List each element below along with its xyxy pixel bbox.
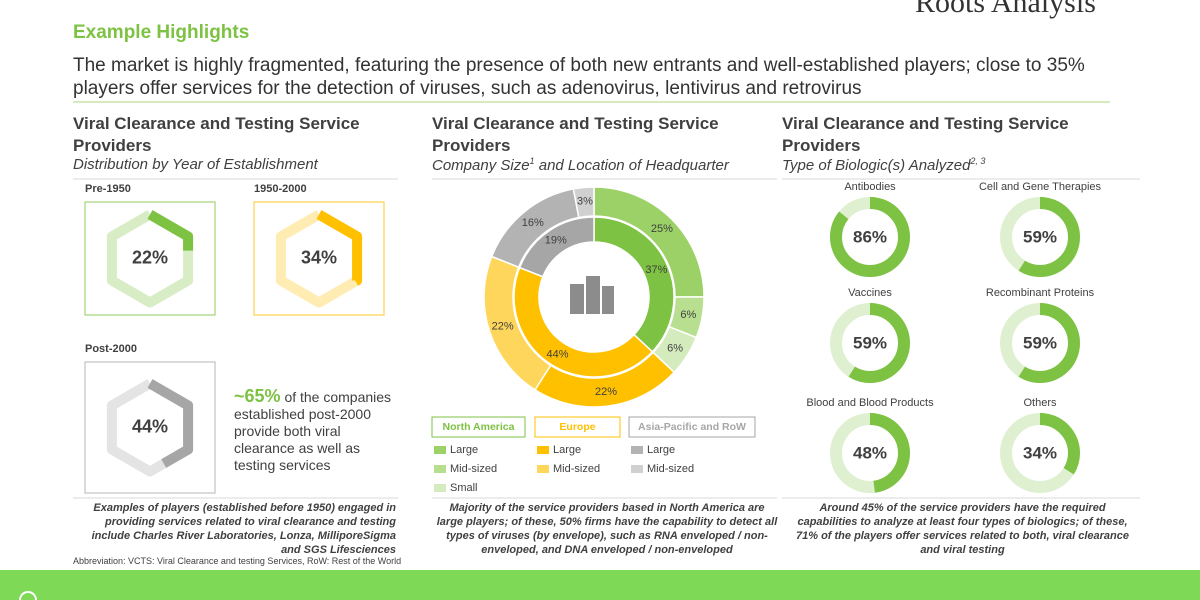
panel-subtitle: Company Size1 and Location of Headquarte…	[432, 156, 729, 174]
outer-label: 3%	[577, 195, 593, 207]
hexagon-progress	[275, 210, 363, 308]
callout: ~65% of the companies established post-2…	[234, 386, 404, 474]
box-label: 1950-2000	[254, 183, 307, 195]
box-label: Post-2000	[85, 343, 137, 355]
legend-swatch	[434, 446, 446, 454]
box	[253, 201, 385, 316]
legend-header: North America	[443, 421, 515, 433]
legend-swatch	[631, 465, 643, 473]
legend-label: Mid-sized	[450, 463, 497, 475]
legend-header: Asia-Pacific and RoW	[638, 421, 746, 433]
ring-label: Antibodies	[844, 181, 896, 193]
ring-progress	[1000, 303, 1080, 383]
ring-value: 48%	[853, 443, 887, 462]
inner-label: 44%	[547, 348, 569, 360]
panel-title: Viral Clearance and Testing Service Prov…	[782, 114, 1069, 155]
inner-label: 37%	[645, 264, 667, 276]
footnote-ref: 2, 3	[970, 156, 986, 166]
footer-bar	[0, 570, 1200, 600]
legend-label: Small	[450, 482, 478, 494]
ring-value: 59%	[1023, 333, 1057, 352]
legend-swatch	[537, 446, 549, 454]
legend-label: Large	[553, 444, 581, 456]
panel-subtitle: Distribution by Year of Establishment	[73, 156, 318, 173]
panel-title: Viral Clearance and Testing Service Prov…	[73, 114, 360, 155]
footnote: Around 45% of the service providers have…	[796, 502, 1129, 556]
callout-value: ~65%	[234, 386, 281, 406]
hexagon-value: 44%	[132, 416, 168, 436]
ring-label: Recombinant Proteins	[986, 287, 1095, 299]
outer-label: 25%	[651, 223, 673, 235]
outer-label: 6%	[680, 309, 696, 321]
ring-progress	[1000, 197, 1080, 277]
box	[84, 361, 216, 494]
subtitle-text: Type of Biologic(s) Analyzed	[782, 157, 971, 174]
header-subtitle: The market is highly fragmented, featuri…	[73, 55, 1085, 99]
ring-progress	[830, 197, 910, 277]
inner-sector	[518, 216, 595, 278]
hexagon-progress	[106, 210, 194, 308]
header-title: Example Highlights	[73, 22, 250, 43]
ring-value: 34%	[1023, 443, 1057, 462]
box	[84, 201, 216, 316]
legend-label: Large	[450, 444, 478, 456]
hexagon-value: 34%	[301, 247, 337, 267]
footnote-ref: 1	[529, 156, 535, 166]
callout-text: of the companies established post-2000 p…	[234, 389, 392, 473]
ring-label: Vaccines	[848, 287, 892, 299]
outer-label: 22%	[595, 386, 617, 398]
legend-swatch	[434, 465, 446, 473]
legend-swatch	[537, 465, 549, 473]
panel-title: Viral Clearance and Testing Service Prov…	[432, 114, 719, 155]
legend-header-box	[628, 416, 756, 438]
ring-progress	[830, 303, 910, 383]
legend-label: Mid-sized	[553, 463, 600, 475]
abbreviation: Abbreviation: VCTS: Viral Clearance and …	[73, 556, 402, 566]
legend-header-box	[431, 416, 526, 438]
inner-label: 19%	[545, 235, 567, 247]
ring-label: Others	[1023, 397, 1057, 409]
subtitle-text: and Location of Headquarter	[534, 157, 729, 174]
ring-progress	[830, 413, 910, 493]
legend-header: Europe	[559, 421, 595, 433]
ring-value: 59%	[853, 333, 887, 352]
ring-label: Blood and Blood Products	[806, 397, 934, 409]
legend-label: Mid-sized	[647, 463, 694, 475]
footnote: Examples of players (established before …	[91, 502, 396, 556]
ring-value: 59%	[1023, 227, 1057, 246]
ring-progress	[1000, 413, 1080, 493]
subtitle-text: Company Size	[432, 157, 530, 174]
outer-sector	[572, 186, 595, 219]
outer-label: 6%	[667, 342, 683, 354]
hexagon-progress	[106, 379, 194, 477]
footnote: Majority of the service providers based …	[436, 502, 778, 556]
box-label: Pre-1950	[85, 183, 131, 195]
hexagon-value: 22%	[132, 247, 168, 267]
outer-label: 16%	[522, 217, 544, 229]
legend-swatch	[631, 446, 643, 454]
building-icon	[570, 276, 614, 314]
ring-label: Cell and Gene Therapies	[979, 181, 1102, 193]
ring-value: 86%	[853, 227, 887, 246]
legend-label: Large	[647, 444, 675, 456]
legend-header-box	[534, 416, 621, 438]
outer-label: 22%	[492, 321, 514, 333]
legend-swatch	[434, 484, 446, 492]
footer-icon	[19, 591, 37, 600]
logo: Roots Analysis	[915, 0, 1096, 19]
inner-sector	[513, 266, 654, 378]
panel-subtitle: Type of Biologic(s) Analyzed2, 3	[782, 156, 985, 174]
